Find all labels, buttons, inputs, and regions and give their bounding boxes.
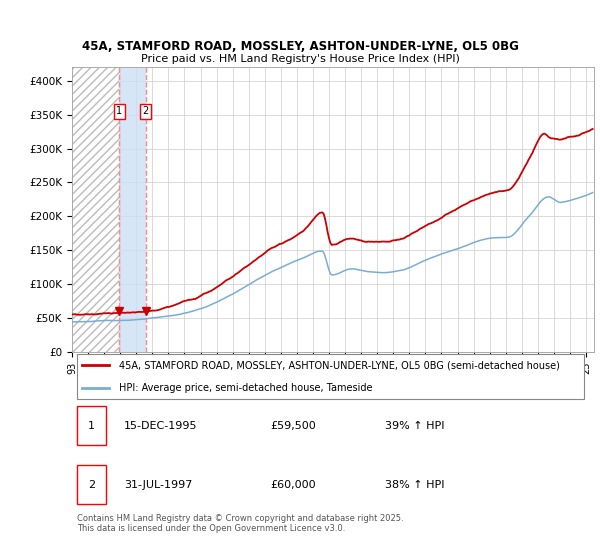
Text: HPI: Average price, semi-detached house, Tameside: HPI: Average price, semi-detached house,… xyxy=(119,382,373,393)
Text: 15-DEC-1995: 15-DEC-1995 xyxy=(124,421,198,431)
Text: 2: 2 xyxy=(142,106,149,116)
Text: 31-JUL-1997: 31-JUL-1997 xyxy=(124,480,193,490)
Text: £59,500: £59,500 xyxy=(271,421,316,431)
Text: 39% ↑ HPI: 39% ↑ HPI xyxy=(385,421,445,431)
FancyBboxPatch shape xyxy=(77,406,106,445)
Text: 2: 2 xyxy=(88,480,95,490)
Text: 1: 1 xyxy=(88,421,95,431)
Text: 45A, STAMFORD ROAD, MOSSLEY, ASHTON-UNDER-LYNE, OL5 0BG: 45A, STAMFORD ROAD, MOSSLEY, ASHTON-UNDE… xyxy=(82,40,518,53)
Text: 38% ↑ HPI: 38% ↑ HPI xyxy=(385,480,445,490)
FancyBboxPatch shape xyxy=(77,465,106,505)
FancyBboxPatch shape xyxy=(77,354,584,399)
Bar xyxy=(119,67,146,352)
Text: Contains HM Land Registry data © Crown copyright and database right 2025.
This d: Contains HM Land Registry data © Crown c… xyxy=(77,514,404,533)
Text: 1: 1 xyxy=(116,106,122,116)
Text: Price paid vs. HM Land Registry's House Price Index (HPI): Price paid vs. HM Land Registry's House … xyxy=(140,54,460,64)
Bar xyxy=(72,67,119,352)
Text: 45A, STAMFORD ROAD, MOSSLEY, ASHTON-UNDER-LYNE, OL5 0BG (semi-detached house): 45A, STAMFORD ROAD, MOSSLEY, ASHTON-UNDE… xyxy=(119,360,560,370)
Text: £60,000: £60,000 xyxy=(271,480,316,490)
